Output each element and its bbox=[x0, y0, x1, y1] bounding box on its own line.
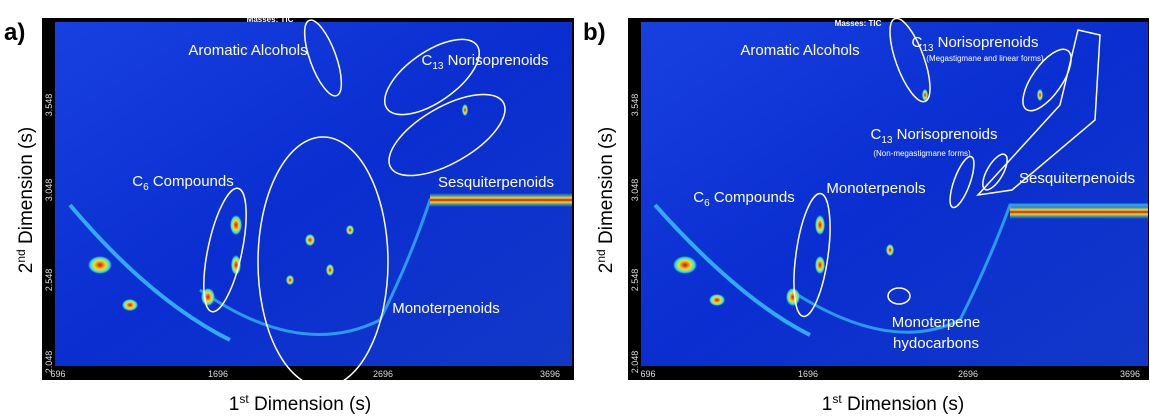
annotation: C13 Norisoprenoids bbox=[911, 34, 1038, 54]
annotation: Sesquiterpenoids bbox=[1019, 170, 1135, 187]
masses: Masses: TIC bbox=[247, 15, 294, 24]
annotation-note: (Megastigmane and linear forms) bbox=[926, 54, 1044, 63]
x-tick-label: 696 bbox=[50, 369, 65, 379]
y-tick-label: 3.048 bbox=[44, 179, 54, 202]
annotation-note: (Non-megastigmane forms) bbox=[873, 149, 971, 158]
panel-label: a) bbox=[4, 19, 25, 46]
annotation: C13 Norisoprenoids bbox=[421, 52, 548, 72]
x-tick-label: 1696 bbox=[798, 369, 818, 379]
annotation-shapes bbox=[203, 19, 506, 388]
annotation: Aromatic Alcohols bbox=[188, 42, 307, 59]
y-tick-label: 3.048 bbox=[630, 179, 640, 202]
y-tick-label: 3.548 bbox=[630, 94, 640, 117]
y-axis-title: 2nd Dimension (s) bbox=[14, 127, 37, 273]
annotation-shapes bbox=[793, 17, 1101, 318]
peaks bbox=[673, 89, 1043, 306]
annotation: Sesquiterpenoids bbox=[438, 174, 554, 191]
x-tick-label: 696 bbox=[640, 369, 655, 379]
annotation: C6 Compounds bbox=[693, 189, 794, 209]
annotation: C6 Compounds bbox=[132, 173, 233, 193]
y-axis-title: 2nd Dimension (s) bbox=[594, 127, 617, 273]
x-tick-label: 3696 bbox=[1120, 369, 1140, 379]
x-tick-label: 2696 bbox=[373, 369, 393, 379]
x-tick-label: 3696 bbox=[540, 369, 560, 379]
heatmap bbox=[641, 22, 1148, 366]
panel-label: b) bbox=[583, 19, 606, 46]
annotation: Monoterpenoids bbox=[392, 300, 500, 317]
panel-b: b) Masses: TIC 696 1696 2696 3696 2.048 … bbox=[583, 17, 1149, 415]
y-ticks: 2.048 2.548 3.048 3.548 bbox=[630, 94, 640, 374]
y-ticks: 2.048 2.548 3.048 3.548 bbox=[44, 94, 54, 374]
x-tick-label: 1696 bbox=[208, 369, 228, 379]
x-ticks: 696 1696 2696 3696 bbox=[50, 369, 560, 379]
panel-a: a) Masses: TIC 696 1696 2696 3696 2.048 … bbox=[4, 15, 574, 415]
x-axis-title: 1st Dimension (s) bbox=[229, 392, 371, 415]
band bbox=[430, 193, 572, 207]
annotation: Monoterpenols bbox=[826, 180, 925, 197]
trace bbox=[68, 203, 231, 342]
band bbox=[1010, 205, 1148, 219]
annotation: Aromatic Alcohols bbox=[740, 42, 859, 59]
y-tick-label: 2.048 bbox=[44, 351, 54, 374]
y-tick-label: 2.548 bbox=[630, 269, 640, 292]
masses: Masses: TIC bbox=[835, 19, 882, 28]
y-tick-label: 3.548 bbox=[44, 94, 54, 117]
x-tick-label: 2696 bbox=[958, 369, 978, 379]
annotation: Monoterpene bbox=[892, 314, 980, 331]
x-axis-title: 1st Dimension (s) bbox=[822, 392, 964, 415]
annotation: hydocarbons bbox=[893, 335, 979, 352]
annotation: C13 Norisoprenoids bbox=[870, 126, 997, 146]
trace bbox=[789, 203, 1148, 334]
trace bbox=[653, 203, 811, 337]
trace bbox=[199, 198, 572, 336]
y-tick-label: 2.048 bbox=[630, 351, 640, 374]
y-tick-label: 2.548 bbox=[44, 269, 54, 292]
x-ticks: 696 1696 2696 3696 bbox=[640, 369, 1140, 379]
